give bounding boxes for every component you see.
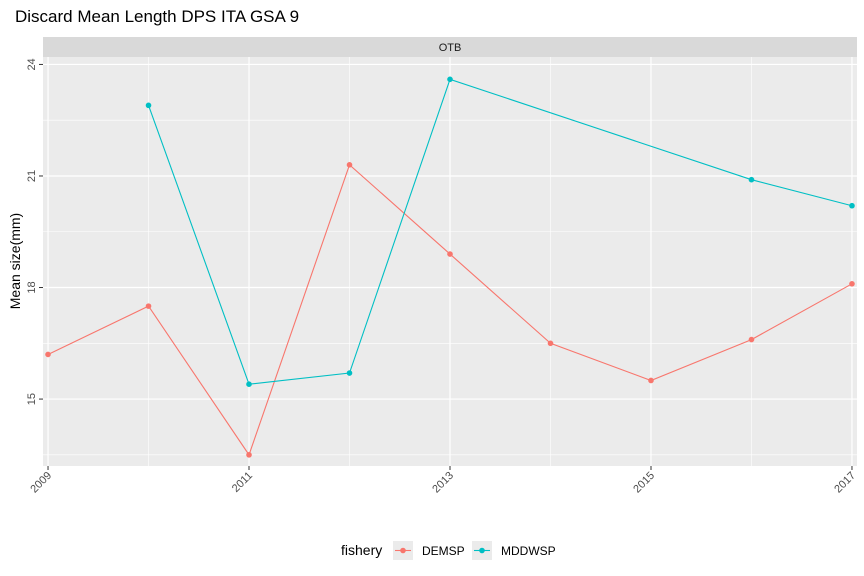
facet-strip	[43, 37, 857, 57]
legend-label-demsp: DEMSP	[422, 544, 465, 558]
series-layer	[45, 76, 855, 458]
y-tick-label: 24	[26, 58, 38, 70]
data-point-demsp	[748, 336, 755, 343]
data-point-mddwsp	[447, 76, 453, 83]
y-tick-label: 21	[26, 170, 38, 182]
legend-items: DEMSP MDDWSP	[393, 541, 556, 560]
x-tick-label: 2009	[28, 470, 54, 496]
data-point-demsp	[849, 281, 855, 287]
x-tick-label: 2015	[631, 470, 657, 496]
data-point-mddwsp	[748, 176, 755, 183]
legend: fishery DEMSP MDDWSP	[341, 541, 556, 560]
grid-lines	[43, 57, 857, 466]
legend-key-point	[479, 547, 485, 554]
data-point-mddwsp	[145, 102, 152, 109]
data-point-demsp	[145, 303, 152, 309]
data-point-demsp	[447, 251, 453, 257]
data-point-demsp	[246, 452, 252, 458]
chart-title: Discard Mean Length DPS ITA GSA 9	[15, 7, 299, 26]
data-point-demsp	[547, 340, 554, 347]
x-tick-label: 2017	[832, 470, 858, 496]
legend-label-mddwsp: MDDWSP	[501, 544, 556, 558]
y-axis-title: Mean size(mm)	[7, 213, 23, 309]
x-tick-label: 2013	[430, 470, 456, 496]
data-point-demsp	[346, 162, 353, 168]
x-tick-label: 2011	[230, 470, 255, 495]
data-point-demsp	[45, 351, 51, 358]
series-line-mddwsp	[148, 78, 853, 385]
data-point-mddwsp	[346, 370, 353, 376]
data-point-demsp	[648, 377, 654, 384]
facet-label: OTB	[439, 42, 462, 54]
data-point-mddwsp	[849, 202, 855, 209]
data-point-mddwsp	[246, 381, 252, 388]
y-tick-label: 18	[26, 281, 38, 293]
y-tick-label: 15	[26, 393, 38, 405]
legend-key-point	[400, 547, 406, 554]
legend-title: fishery	[341, 542, 382, 558]
